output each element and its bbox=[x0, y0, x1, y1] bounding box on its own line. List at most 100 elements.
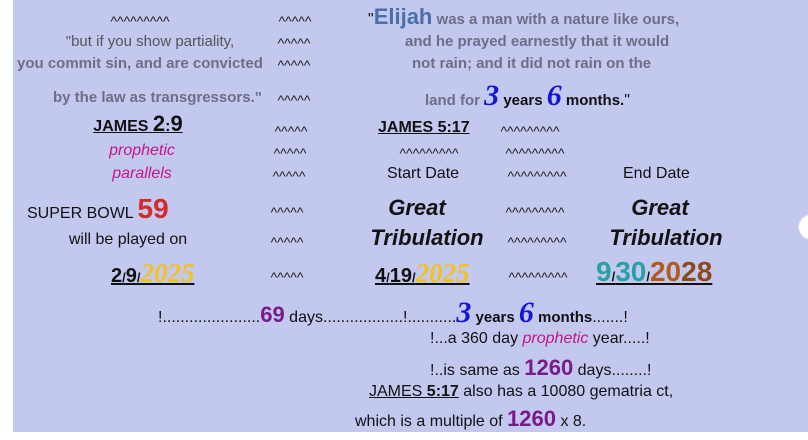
event: SUPER BOWL 59 bbox=[27, 193, 169, 227]
date: 2/9/2025 bbox=[111, 258, 195, 293]
text-run: / bbox=[136, 270, 141, 285]
text-run: 9 bbox=[170, 111, 183, 136]
footer-line: JAMES 5:17 also has a 10080 gematria ct, bbox=[369, 382, 673, 402]
quote-line: land for 3 years 6 months." bbox=[425, 80, 630, 117]
text-run: 19 bbox=[389, 265, 412, 287]
text-run: 3 bbox=[456, 296, 472, 329]
text-run: 5:17 bbox=[426, 383, 459, 400]
title: Tribulation bbox=[370, 226, 483, 250]
caret-row: ^^^^^^^^^ bbox=[500, 123, 560, 139]
text-run: will be played on bbox=[68, 231, 188, 248]
caret-row: ^^^^^ bbox=[270, 269, 304, 285]
caret-row: ^^^^^^^^^ bbox=[507, 234, 567, 250]
text-run: " bbox=[624, 92, 630, 109]
label: parallels bbox=[112, 164, 172, 184]
label: will be played on bbox=[69, 230, 187, 250]
text-run: 69 bbox=[260, 302, 285, 327]
text-run: which is a multiple of bbox=[355, 413, 508, 430]
text-run: year.....! bbox=[588, 330, 650, 347]
text-run: !..is same as bbox=[430, 362, 525, 379]
text-run: 1260 bbox=[524, 355, 574, 380]
text-run: 59 bbox=[137, 193, 169, 224]
quote-line: and he prayed earnestly that it would bbox=[405, 32, 669, 52]
date: 4/19/2025 bbox=[375, 258, 470, 293]
quote-line: not rain; and it did not rain on the bbox=[412, 54, 651, 74]
text-run: you commit sin, and are convicted bbox=[17, 55, 263, 72]
text-run: 20 bbox=[649, 256, 682, 287]
text-run: was a man with a nature like ours, bbox=[432, 11, 680, 28]
text-run: " bbox=[368, 11, 374, 28]
text-run: SUPER BOWL bbox=[27, 205, 138, 222]
text-run: 2025 bbox=[415, 258, 470, 288]
footer-line: !..is same as 1260 days........! bbox=[430, 354, 651, 385]
label: End Date bbox=[623, 164, 690, 184]
reference: JAMES 5:17 bbox=[378, 118, 470, 138]
label: prophetic bbox=[109, 141, 175, 161]
caret-row: ^^^^^ bbox=[277, 92, 311, 108]
text-run: Start Date bbox=[387, 165, 460, 182]
text-run: / bbox=[122, 270, 126, 285]
text-run: 6 bbox=[518, 296, 534, 329]
text-run: JAMES bbox=[93, 118, 153, 135]
text-run: land for bbox=[425, 92, 485, 109]
text-run: / bbox=[386, 270, 390, 285]
text-run: / bbox=[412, 270, 416, 285]
text-run: .......! bbox=[592, 309, 628, 326]
text-run: days..................!........... bbox=[284, 309, 457, 326]
text-run: and he prayed earnestly that it would bbox=[405, 33, 670, 50]
title: Tribulation bbox=[609, 226, 722, 250]
text-run: years bbox=[499, 92, 547, 109]
text-run: 2025 bbox=[140, 258, 195, 288]
text-run: Great bbox=[631, 195, 689, 220]
caret-row: ^^^^^ bbox=[278, 13, 312, 29]
text-run: JAMES 5:17 bbox=[378, 119, 470, 136]
text-run: Elijah bbox=[373, 4, 433, 29]
quote-line: by the law as transgressors." bbox=[53, 88, 262, 108]
text-run: End Date bbox=[623, 165, 690, 182]
caret-row: ^^^^^^^^^ bbox=[505, 204, 565, 220]
text-run: Tribulation bbox=[370, 225, 484, 250]
text-run: 2 bbox=[152, 111, 166, 136]
caret-row: ^^^^^ bbox=[277, 57, 311, 73]
quote-line: "but if you show partiality, bbox=[66, 32, 234, 52]
footer-line: !...a 360 day prophetic year.....! bbox=[430, 329, 650, 349]
caret-row: ^^^^^^^^^ bbox=[508, 269, 568, 285]
footer-line: which is a multiple of 1260 x 8. bbox=[355, 405, 586, 436]
caret-row: ^^^^^^^^^ bbox=[399, 145, 459, 161]
caret-row: ^^^^^^^^^ bbox=[110, 13, 170, 29]
text-run: 6 bbox=[546, 79, 562, 112]
text-run: 9 bbox=[596, 256, 612, 287]
caret-row: ^^^^^ bbox=[274, 123, 308, 139]
caret-row: ^^^^^ bbox=[273, 145, 307, 161]
text-run: months. bbox=[561, 92, 625, 109]
text-run: years bbox=[471, 309, 519, 326]
text-run: / bbox=[611, 269, 616, 284]
text-run: not rain; and it did not rain on the bbox=[412, 55, 652, 72]
text-run: Tribulation bbox=[609, 225, 723, 250]
text-run: JAMES bbox=[369, 383, 427, 400]
text-run: 28 bbox=[681, 256, 713, 287]
quote-line: you commit sin, and are convicted bbox=[17, 54, 263, 74]
title: Great bbox=[388, 196, 445, 220]
text-run: 1260 bbox=[507, 406, 557, 431]
text-run: by the law as transgressors." bbox=[53, 89, 262, 106]
title: Great bbox=[631, 196, 688, 220]
text-run: days........! bbox=[573, 362, 652, 379]
text-run: !...a 360 day bbox=[430, 330, 523, 347]
caret-row: ^^^^^^^^^ bbox=[505, 145, 565, 161]
reference: JAMES 2:9 bbox=[93, 111, 183, 137]
date: 9/30/2028 bbox=[596, 256, 712, 293]
text-run: 4 bbox=[375, 265, 387, 287]
text-run: 9 bbox=[125, 265, 137, 287]
text-run: 2 bbox=[111, 265, 123, 287]
quote-line: "Elijah was a man with a nature like our… bbox=[368, 4, 679, 33]
background bbox=[13, 0, 808, 432]
footer-line: !......................69 days..........… bbox=[158, 298, 628, 333]
text-run: !...................... bbox=[158, 309, 261, 326]
text-run: parallels bbox=[112, 165, 172, 182]
text-run: x 8. bbox=[556, 413, 587, 430]
text-run: also has a 10080 gematria ct, bbox=[458, 383, 674, 400]
text-run: prophetic bbox=[109, 142, 175, 159]
text-run: 30 bbox=[615, 256, 647, 287]
caret-row: ^^^^^ bbox=[270, 234, 304, 250]
